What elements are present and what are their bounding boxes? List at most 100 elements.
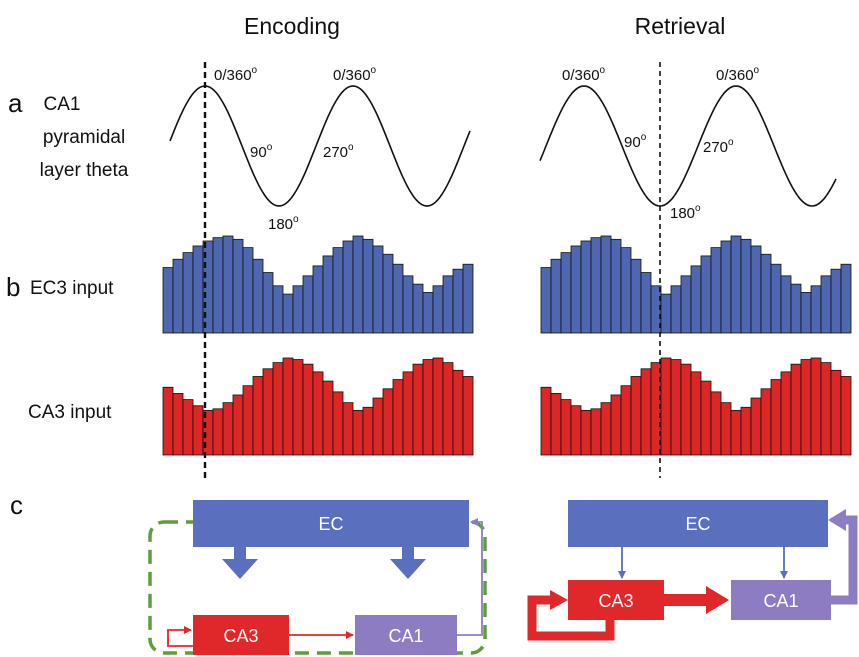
ca3-input-retrieval-bar: [760, 388, 772, 456]
ec3-input-retrieval-bar: [840, 263, 852, 334]
ca3-input-encoding-bar: [322, 380, 334, 456]
phase-label-180-ret: 180o: [670, 203, 701, 222]
ca3-input-retrieval-bar: [810, 357, 822, 456]
ec3-input-retrieval-bar: [740, 238, 752, 334]
row-label-ca3: CA3 input: [28, 402, 112, 423]
ec3-input-encoding-bar: [452, 268, 464, 334]
phase-label-90-ret: 90o: [624, 132, 647, 151]
ca1-to-ec-thick-arrow: [831, 515, 858, 605]
phase-label-90-enc: 90o: [250, 142, 273, 161]
ca3-label-encoding: CA3: [223, 626, 258, 646]
ca3-input-retrieval-bar: [540, 386, 552, 456]
ca1-label-encoding: CA1: [388, 626, 423, 646]
ec3-input-retrieval-bar: [780, 275, 792, 334]
ec3-input-encoding-bar: [322, 255, 334, 334]
ca3-input-encoding-bar: [442, 362, 454, 456]
ec-to-ca1-thick-arrow: [390, 547, 426, 579]
ca3-input-retrieval-bar: [720, 402, 732, 456]
phase-label-peak2-enc: 0/360o: [333, 65, 377, 84]
ca3-input-retrieval-bar: [680, 363, 692, 456]
panel-letter-c: c: [10, 490, 23, 520]
ca3-recurrent-arrowhead: [550, 590, 568, 610]
ec-label-encoding: EC: [318, 514, 343, 534]
ca3-input-encoding-bar: [302, 363, 314, 456]
ca3-input-encoding-bar: [422, 359, 434, 456]
ec3-input-encoding-bar: [192, 245, 204, 334]
ca3-input-encoding-bar: [192, 405, 204, 456]
ca3-input-retrieval-bar: [550, 393, 562, 456]
ca1-to-ec-arrow: [457, 518, 483, 636]
ca3-input-retrieval-bar: [710, 391, 722, 456]
phase-label-270-enc: 270o: [323, 142, 354, 161]
ca3-input-retrieval-bar: [740, 406, 752, 456]
ca3-input-retrieval-bar: [700, 380, 712, 456]
ca3-input-encoding-bar: [292, 359, 304, 456]
ca1-to-ec-arrowhead: [828, 509, 846, 531]
ec3-input-encoding-bar: [372, 245, 384, 334]
ca3-input-retrieval-bar: [780, 371, 792, 456]
phase-label-270-ret: 270o: [703, 137, 734, 156]
ca3-input-encoding-bar: [172, 393, 184, 456]
ec-label-retrieval: EC: [685, 514, 710, 534]
ec3-input-retrieval-bar: [760, 253, 772, 334]
panel-letter-b: b: [6, 272, 20, 302]
ca3-input-retrieval-bar: [630, 376, 642, 456]
row-label-theta-2: pyramidal: [43, 127, 125, 148]
ec3-input-retrieval-bar: [600, 235, 612, 334]
ca3-input-retrieval-bar: [570, 405, 582, 456]
ec3-input-retrieval-bar: [750, 245, 762, 334]
ec3-input-encoding-bar: [432, 285, 444, 334]
ec-box-retrieval: [568, 500, 828, 547]
ca3-input-encoding-bar: [252, 376, 264, 456]
ec3-input-encoding-bar: [242, 247, 254, 334]
ca3-input-encoding-bar: [462, 376, 474, 456]
row-label-theta-1: CA1: [44, 94, 81, 115]
ca3-recurrent-thick-arrow: [527, 595, 615, 641]
ca3-input-encoding-bar: [232, 394, 244, 456]
ec3-input-encoding-bar: [282, 293, 294, 334]
phase-labels-retrieval: 0/360o 0/360o 90o 270o 180o: [562, 65, 760, 222]
ca3-input-encoding-bar: [312, 371, 324, 456]
row-label-ec3: EC3 input: [30, 278, 114, 299]
ec3-input-retrieval-bar: [660, 293, 672, 334]
title-retrieval: Retrieval: [635, 13, 726, 39]
encoding-outline: [148, 520, 487, 655]
ca3-input-retrieval-bar: [670, 359, 682, 456]
ca3-input-encoding-bar: [342, 402, 354, 456]
ca3-input-encoding-bar: [162, 386, 174, 456]
ca3-input-retrieval-bar: [800, 359, 812, 456]
ca3-input-encoding-bar: [212, 408, 224, 456]
ec3-input-encoding-bar: [352, 235, 364, 334]
title-encoding: Encoding: [244, 13, 340, 39]
theta-wave-retrieval: [539, 85, 837, 207]
ca3-input-encoding-bar: [222, 402, 234, 456]
ec3-input-retrieval-bar: [700, 255, 712, 334]
ec3-input-encoding-bar: [342, 240, 354, 334]
ca3-input-retrieval-bar: [660, 357, 672, 456]
ec3-input-retrieval-bar: [560, 252, 572, 334]
ec3-input-retrieval-bar: [830, 268, 842, 334]
ec3-input-retrieval-bar: [710, 247, 722, 334]
ca3-label-retrieval: CA3: [598, 591, 633, 611]
ca3-input-encoding-bar: [272, 362, 284, 456]
ec3-input-retrieval-bar: [770, 263, 782, 334]
ca3-input-encoding-bar: [362, 406, 374, 456]
ec3-input-retrieval-bar: [540, 267, 552, 334]
ca3-input-retrieval-bar: [690, 371, 702, 456]
ca3-input-encoding-bar: [432, 357, 444, 456]
ec3-input-encoding-bar: [222, 235, 234, 334]
ca3-input-encoding-bar: [452, 369, 464, 456]
ec3-input-retrieval-bar: [630, 258, 642, 334]
ec3-input-retrieval-bar: [670, 285, 682, 334]
ca3-input-retrieval-bar: [790, 363, 802, 456]
ca3-input-encoding-bar: [332, 391, 344, 456]
panel-letter-a: a: [8, 88, 23, 118]
ca3-recurrent-arrow: [167, 626, 214, 655]
ec3-input-encoding-bar: [232, 238, 244, 334]
ca3-input-encoding-bar: [372, 397, 384, 456]
ec3-input-retrieval-bar: [640, 272, 652, 334]
ca3-input-encoding-bar: [412, 363, 424, 456]
ec3-input-retrieval-bar: [620, 247, 632, 334]
ec3-input-encoding-bar: [262, 272, 274, 334]
